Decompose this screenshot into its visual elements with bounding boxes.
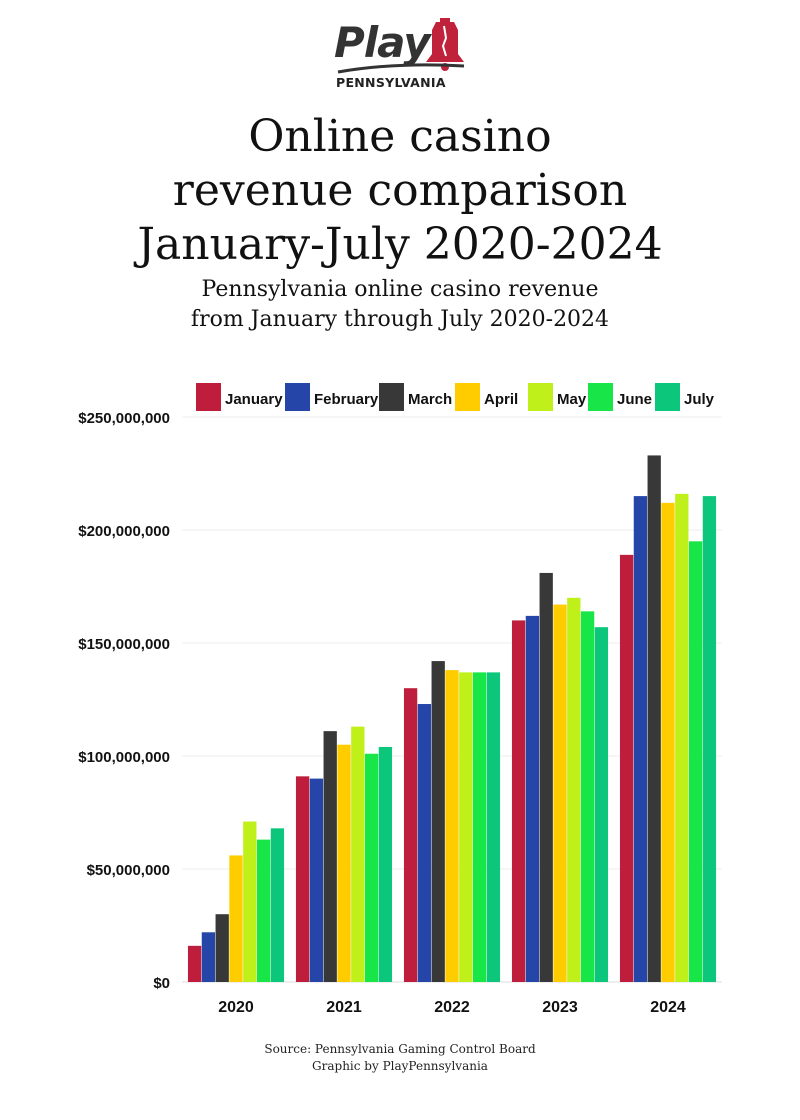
bar-2024-june <box>688 541 703 982</box>
bar-2023-february <box>525 615 540 982</box>
y-tick-label: $50,000,000 <box>87 862 170 879</box>
legend-swatch-june <box>588 383 613 411</box>
bar-2024-may <box>675 493 689 982</box>
y-tick-label: $0 <box>153 975 170 992</box>
x-tick-label: 2020 <box>218 999 254 1016</box>
bar-2022-march <box>431 661 445 982</box>
legend-label-march: March <box>408 391 452 408</box>
legend-swatch-march <box>379 383 404 411</box>
page-subtitle: Pennsylvania online casino revenue from … <box>160 275 640 335</box>
legend-swatch-may <box>528 383 553 411</box>
bar-2024-april <box>661 502 675 982</box>
bar-2020-june <box>256 839 271 982</box>
title-line: January-July 2020-2024 <box>137 219 663 270</box>
liberty-bell-icon <box>426 18 464 71</box>
bar-2021-february <box>309 778 324 982</box>
bar-2024-july <box>702 496 717 982</box>
bar-2020-february <box>201 932 216 982</box>
bar-2024-march <box>647 455 661 982</box>
y-axis-ticks: $0 $50,000,000 $100,000,000 $150,000,000 $20… <box>78 410 170 992</box>
x-axis-ticks: 2020 2021 2022 2023 2024 <box>218 999 686 1016</box>
bars <box>187 455 717 982</box>
bar-2021-march <box>323 731 337 982</box>
bar-2023-july <box>594 627 609 982</box>
y-tick-label: $200,000,000 <box>78 523 170 540</box>
bar-2021-july <box>378 746 393 982</box>
legend: January February March April May June July <box>196 383 715 411</box>
bar-2024-january <box>619 554 634 982</box>
legend-swatch-april <box>455 383 480 411</box>
logo-wordmark: Play <box>334 18 431 67</box>
legend-label-april: April <box>484 391 518 408</box>
y-tick-label: $100,000,000 <box>78 749 170 766</box>
bar-2021-april <box>337 744 351 982</box>
bar-2022-april <box>445 670 459 982</box>
legend-label-july: July <box>684 391 715 408</box>
bar-2021-january <box>295 776 310 982</box>
bar-2024-february <box>633 496 648 982</box>
legend-label-june: June <box>617 391 652 408</box>
bar-2022-february <box>417 704 432 982</box>
logo-swoosh <box>337 63 465 74</box>
bar-2022-june <box>472 672 487 982</box>
x-tick-label: 2022 <box>434 999 470 1016</box>
bar-2022-january <box>403 688 418 982</box>
logo-subtitle: PENNSYLVANIA <box>336 75 446 90</box>
bar-2020-april <box>229 855 243 982</box>
subtitle-line: from January through July 2020-2024 <box>190 307 610 332</box>
legend-swatch-february <box>285 383 310 411</box>
x-tick-label: 2021 <box>326 999 362 1016</box>
y-tick-label: $150,000,000 <box>78 636 170 653</box>
legend-swatch-july <box>655 383 680 411</box>
bar-2023-may <box>567 597 581 982</box>
bar-2022-may <box>459 672 473 982</box>
y-tick-label: $250,000,000 <box>78 410 170 427</box>
bar-2020-may <box>243 821 257 982</box>
legend-swatch-january <box>196 383 221 411</box>
revenue-bar-chart: $0 $50,000,000 $100,000,000 $150,000,000 $20… <box>78 383 722 1016</box>
page-title: Online casino revenue comparison January… <box>0 110 800 272</box>
legend-label-may: May <box>557 391 587 408</box>
title-line: Online casino <box>248 111 552 162</box>
x-tick-label: 2024 <box>650 999 686 1016</box>
bar-2023-march <box>539 572 553 982</box>
bar-2020-july <box>270 828 285 982</box>
legend-label-february: February <box>314 391 379 408</box>
subtitle-line: Pennsylvania online casino revenue <box>201 277 599 302</box>
bar-2023-april <box>553 604 567 982</box>
bar-2021-june <box>364 753 379 982</box>
bar-2022-july <box>486 672 501 982</box>
footer: Source: Pennsylvania Gaming Control Boar… <box>0 1041 800 1075</box>
bar-2020-january <box>187 945 202 982</box>
source-note: Source: Pennsylvania Gaming Control Boar… <box>264 1042 536 1056</box>
bar-2021-may <box>351 726 365 982</box>
x-tick-label: 2023 <box>542 999 578 1016</box>
logo: Play PENNSYLVANIA <box>334 18 474 92</box>
title-line: revenue comparison <box>172 165 628 216</box>
legend-label-january: January <box>225 391 283 408</box>
bar-2023-january <box>511 620 526 982</box>
bar-2020-march <box>215 914 229 982</box>
bar-2023-june <box>580 611 595 982</box>
credit-note: Graphic by PlayPennsylvania <box>312 1059 488 1073</box>
